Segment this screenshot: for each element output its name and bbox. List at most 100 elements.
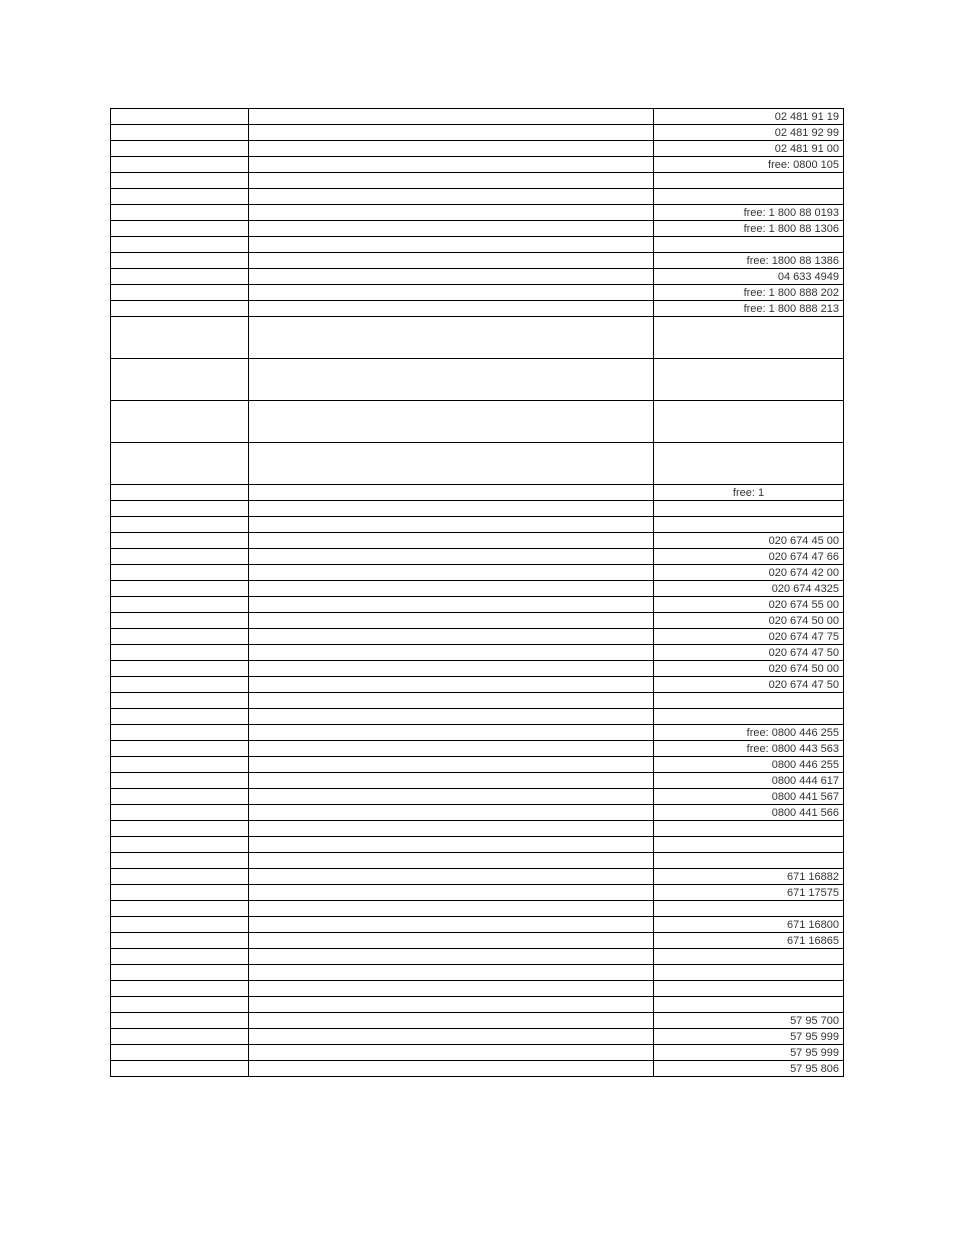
cell-col-c: 0800 444 617 [654,773,844,789]
cell-col-b [249,485,654,501]
cell-col-c [654,821,844,837]
cell-col-a [111,581,249,597]
table-row [111,837,844,853]
cell-col-b [249,613,654,629]
table-row [111,901,844,917]
cell-col-c: 020 674 47 50 [654,645,844,661]
cell-col-b [249,725,654,741]
cell-col-a [111,157,249,173]
cell-col-a [111,549,249,565]
cell-col-a [111,645,249,661]
cell-col-c [654,189,844,205]
cell-col-a [111,741,249,757]
table-row [111,709,844,725]
cell-col-a [111,933,249,949]
cell-col-b [249,597,654,613]
cell-col-b [249,965,654,981]
cell-col-b [249,709,654,725]
table-row: 02 481 92 99 [111,125,844,141]
cell-col-a [111,757,249,773]
table-row [111,173,844,189]
cell-col-c [654,237,844,253]
cell-col-c [654,965,844,981]
table-row [111,693,844,709]
cell-col-b [249,157,654,173]
cell-col-c [654,981,844,997]
table-row [111,443,844,485]
cell-col-b [249,269,654,285]
table-row: 020 674 42 00 [111,565,844,581]
cell-col-b [249,1029,654,1045]
cell-col-b [249,741,654,757]
cell-col-b [249,949,654,965]
cell-col-a [111,901,249,917]
cell-col-c: free: 0800 105 [654,157,844,173]
cell-col-a [111,317,249,359]
cell-col-a [111,773,249,789]
table-row: 020 674 50 00 [111,613,844,629]
cell-col-b [249,997,654,1013]
cell-col-c: 671 16800 [654,917,844,933]
table-row: free: 0800 443 563 [111,741,844,757]
cell-col-a [111,269,249,285]
cell-col-b [249,109,654,125]
cell-col-c: 04 633 4949 [654,269,844,285]
cell-col-c: 020 674 45 00 [654,533,844,549]
cell-col-a [111,613,249,629]
cell-col-b [249,317,654,359]
cell-col-c: 020 674 47 66 [654,549,844,565]
cell-col-a [111,1029,249,1045]
cell-col-b [249,125,654,141]
cell-col-b [249,661,654,677]
table-row: 0800 446 255 [111,757,844,773]
cell-col-b [249,237,654,253]
cell-col-a [111,981,249,997]
cell-col-c [654,693,844,709]
cell-col-a [111,501,249,517]
cell-col-a [111,661,249,677]
table-row: 57 95 999 [111,1029,844,1045]
cell-col-b [249,869,654,885]
cell-col-a [111,359,249,401]
cell-col-c: 0800 441 566 [654,805,844,821]
table-row [111,821,844,837]
cell-col-a [111,805,249,821]
cell-col-c [654,949,844,965]
cell-col-b [249,173,654,189]
cell-col-c: 57 95 999 [654,1029,844,1045]
table-row: 020 674 47 66 [111,549,844,565]
cell-col-a [111,1013,249,1029]
table-row [111,317,844,359]
cell-col-b [249,757,654,773]
cell-col-b [249,285,654,301]
cell-col-b [249,501,654,517]
table-row: 57 95 700 [111,1013,844,1029]
table-row: 671 16865 [111,933,844,949]
cell-col-c: free: 1 800 888 213 [654,301,844,317]
table-row [111,981,844,997]
document-page: 02 481 91 1902 481 92 9902 481 91 00free… [0,0,954,1235]
cell-col-c: 57 95 999 [654,1045,844,1061]
cell-col-c: 020 674 42 00 [654,565,844,581]
table-row: 671 16800 [111,917,844,933]
cell-col-b [249,789,654,805]
cell-col-b [249,253,654,269]
cell-col-b [249,773,654,789]
cell-col-a [111,237,249,253]
cell-col-c [654,317,844,359]
cell-col-a [111,565,249,581]
cell-col-b [249,359,654,401]
table-row [111,189,844,205]
table-row [111,401,844,443]
table-row [111,501,844,517]
cell-col-c [654,853,844,869]
cell-col-c: 671 17575 [654,885,844,901]
cell-col-c [654,997,844,1013]
table-row: 020 674 55 00 [111,597,844,613]
cell-col-a [111,125,249,141]
cell-col-b [249,1013,654,1029]
table-row: free: 1 800 88 0193 [111,205,844,221]
cell-col-b [249,805,654,821]
table-row: free: 1 [111,485,844,501]
cell-col-a [111,285,249,301]
